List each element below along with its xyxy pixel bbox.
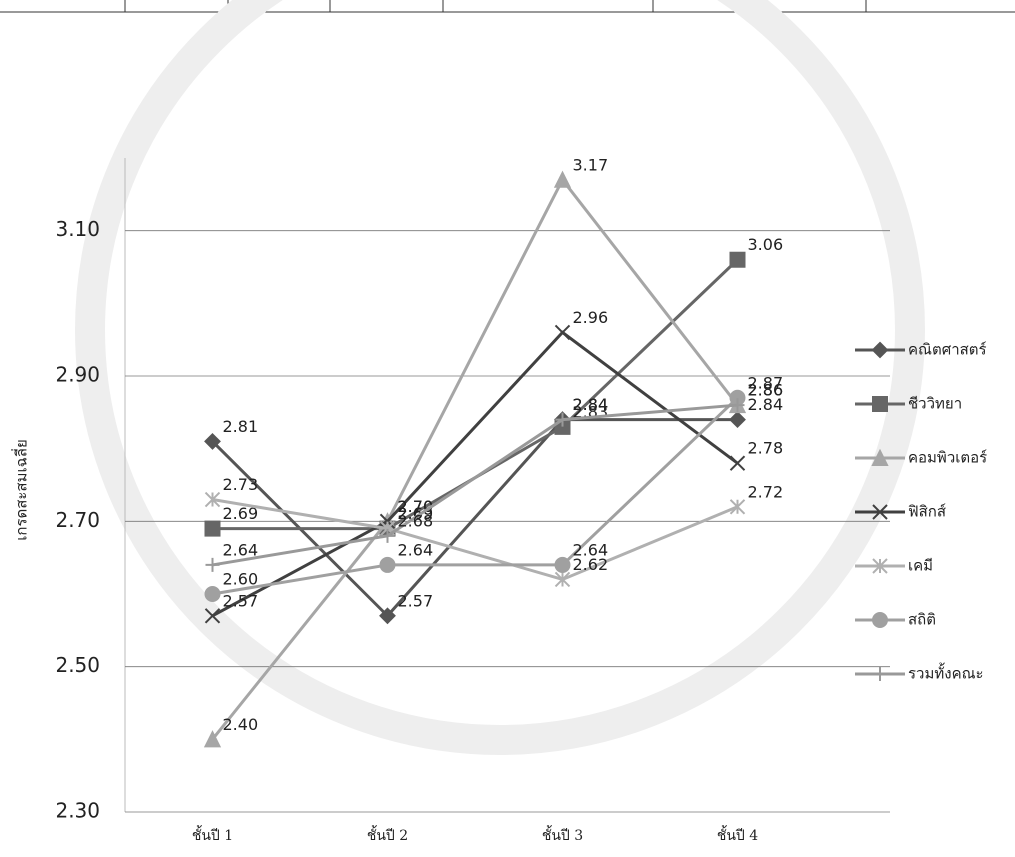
value-label: 2.62 [573, 555, 609, 574]
value-label: 2.78 [748, 439, 784, 458]
series: 2.69 2.692.833.06 [204, 235, 784, 537]
marker [554, 324, 571, 341]
marker [555, 412, 570, 427]
x-tick-label: ชั้นปี 3 [542, 825, 583, 844]
y-tick-label: 2.70 [55, 508, 100, 532]
value-label: 3.17 [573, 155, 609, 174]
value-label: 2.57 [398, 591, 434, 610]
value-label: 2.81 [223, 417, 259, 436]
series: 2.60 2.64 2.64 2.87 [204, 373, 784, 602]
marker [729, 455, 746, 471]
y-tick-label: 3.10 [55, 217, 100, 241]
line [211, 418, 738, 618]
y-tick-label: 2.50 [55, 653, 100, 677]
marker [873, 667, 887, 681]
marker [205, 557, 220, 572]
series: 2.81 2.57 2.84 2.84 [204, 395, 784, 625]
marker [872, 612, 888, 628]
x-tick-label: ชั้นปี 4 [717, 825, 758, 844]
value-label: 3.06 [748, 235, 784, 254]
value-label: 2.73 [223, 475, 259, 494]
marker [872, 504, 888, 520]
marker [379, 556, 396, 573]
marker [730, 398, 745, 413]
value-label: 2.69 [398, 504, 434, 523]
series: 2.642.682.842.86 [205, 381, 784, 572]
legend-label: ชีววิทยา [908, 395, 962, 413]
marker [729, 411, 746, 429]
table-fragment [0, 0, 1015, 13]
legend-label: สถิติ [908, 611, 936, 629]
line [212, 498, 739, 582]
line [212, 403, 738, 567]
value-label: 2.69 [398, 504, 434, 523]
marker [379, 513, 396, 530]
marker [729, 251, 746, 268]
marker [204, 586, 221, 602]
marker [871, 448, 889, 466]
legend-label: รวมทั้งคณะ [908, 663, 984, 683]
marker [379, 607, 396, 625]
value-label: 2.69 [223, 504, 259, 523]
value-label: 2.96 [573, 308, 609, 327]
value-label: 2.40 [223, 715, 259, 734]
value-label: 2.64 [398, 540, 434, 559]
y-tick-label: 2.90 [55, 363, 100, 387]
marker [553, 170, 572, 188]
legend-label: ฟิสิกส์ [908, 503, 946, 521]
series: 2.73 2.69 2.62 2.72 [204, 475, 784, 588]
marker [871, 341, 889, 359]
value-label: 2.86 [748, 381, 784, 400]
value-label: 2.84 [573, 395, 609, 414]
value-label: 2.64 [223, 540, 259, 559]
marker [203, 730, 222, 748]
marker [204, 608, 221, 624]
series: 2.402.703.172.86 [203, 155, 784, 748]
y-axis-title: เกรดสะสมเฉลี่ย [11, 439, 31, 541]
value-label: 2.64 [573, 540, 609, 559]
value-label: 2.87 [748, 373, 784, 392]
marker [204, 520, 221, 537]
value-label: 2.84 [748, 395, 784, 414]
marker [872, 558, 888, 574]
x-tick-label: ชั้นปี 2 [367, 825, 408, 844]
legend-label: คอมพิวเตอร์ [908, 449, 987, 467]
line [211, 330, 739, 618]
legend-label: เคมี [908, 557, 933, 575]
line [212, 396, 739, 596]
legend-label: คณิตศาสตร์ [908, 341, 987, 359]
value-label: 2.57 [223, 591, 259, 610]
marker [204, 432, 221, 450]
y-tick-label: 2.30 [55, 799, 100, 823]
marker [380, 528, 395, 543]
marker [554, 556, 571, 573]
value-label: 2.68 [398, 511, 434, 530]
marker [729, 499, 746, 515]
series: 2.572.702.962.78 [204, 308, 784, 624]
value-label: 2.72 [748, 482, 784, 501]
value-label: 2.60 [223, 570, 259, 589]
marker [872, 396, 888, 412]
marker [204, 491, 221, 508]
line [212, 258, 739, 531]
value-label: 2.86 [748, 381, 784, 400]
watermark [75, 0, 925, 755]
marker [554, 571, 571, 588]
line [211, 177, 739, 741]
x-tick-label: ชั้นปี 1 [192, 825, 233, 844]
